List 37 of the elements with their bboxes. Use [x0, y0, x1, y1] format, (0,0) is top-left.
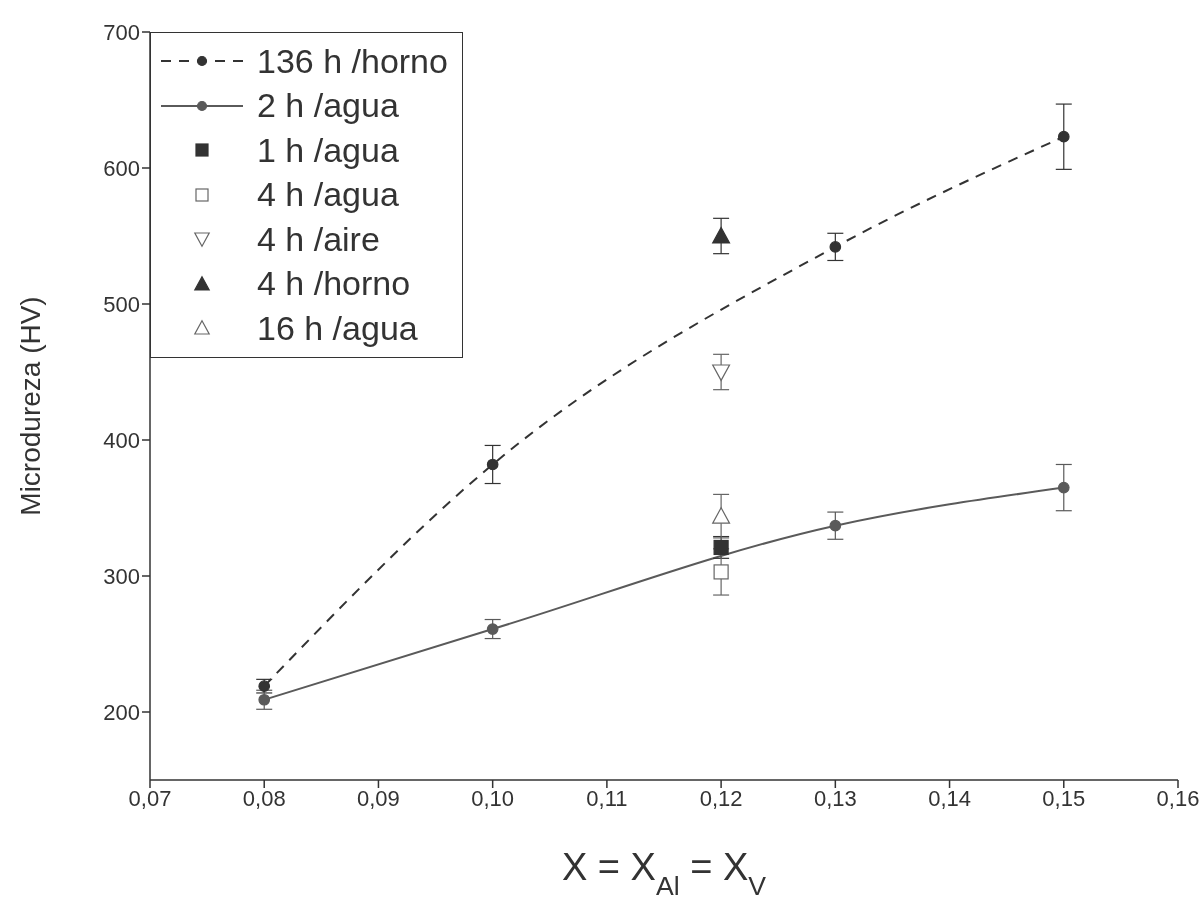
point	[712, 227, 731, 244]
point	[713, 564, 729, 580]
y-tick-label: 300	[103, 563, 140, 589]
x-tick-label: 0,07	[128, 785, 172, 811]
y-tick-label: 500	[103, 291, 140, 317]
y-tick-label: 700	[103, 19, 140, 45]
y-tick-label: 400	[103, 427, 140, 453]
legend-label: 4 h /horno	[257, 264, 411, 304]
x-tick-label: 0,16	[1156, 785, 1199, 811]
point	[713, 539, 729, 556]
x-tick-label: 0,11	[586, 785, 628, 811]
legend-label: 136 h /horno	[257, 41, 448, 81]
y-tick-label: 600	[103, 155, 140, 181]
x-tick-label: 0,10	[471, 785, 515, 811]
point	[258, 693, 271, 706]
point	[712, 507, 731, 524]
x-tick-label: 0,08	[242, 785, 286, 811]
point	[486, 458, 499, 471]
y-axis-title: Microdureza (HV)	[15, 296, 46, 516]
x-tick-label: 0,14	[928, 785, 971, 811]
y-tick-label: 200	[103, 699, 140, 725]
x-tick-label: 0,15	[1042, 785, 1086, 811]
legend-label: 2 h /agua	[257, 86, 399, 126]
x-tick-label: 0,13	[813, 785, 857, 811]
x-tick-label: 0,09	[357, 785, 400, 811]
x-tick-label: 0,12	[699, 785, 743, 811]
legend-label: 1 h /agua	[257, 130, 399, 170]
point	[829, 241, 842, 253]
legend-label: 16 h /agua	[257, 308, 418, 348]
point	[486, 623, 499, 635]
point	[1057, 481, 1070, 494]
point	[829, 519, 842, 532]
point	[1057, 130, 1070, 143]
legend-label: 4 h /agua	[257, 175, 399, 215]
x-axis-title: X = X$_{Al}$ = X$_{V}$	[561, 846, 767, 899]
legend-label: 4 h /aire	[257, 219, 380, 259]
point	[712, 364, 731, 381]
